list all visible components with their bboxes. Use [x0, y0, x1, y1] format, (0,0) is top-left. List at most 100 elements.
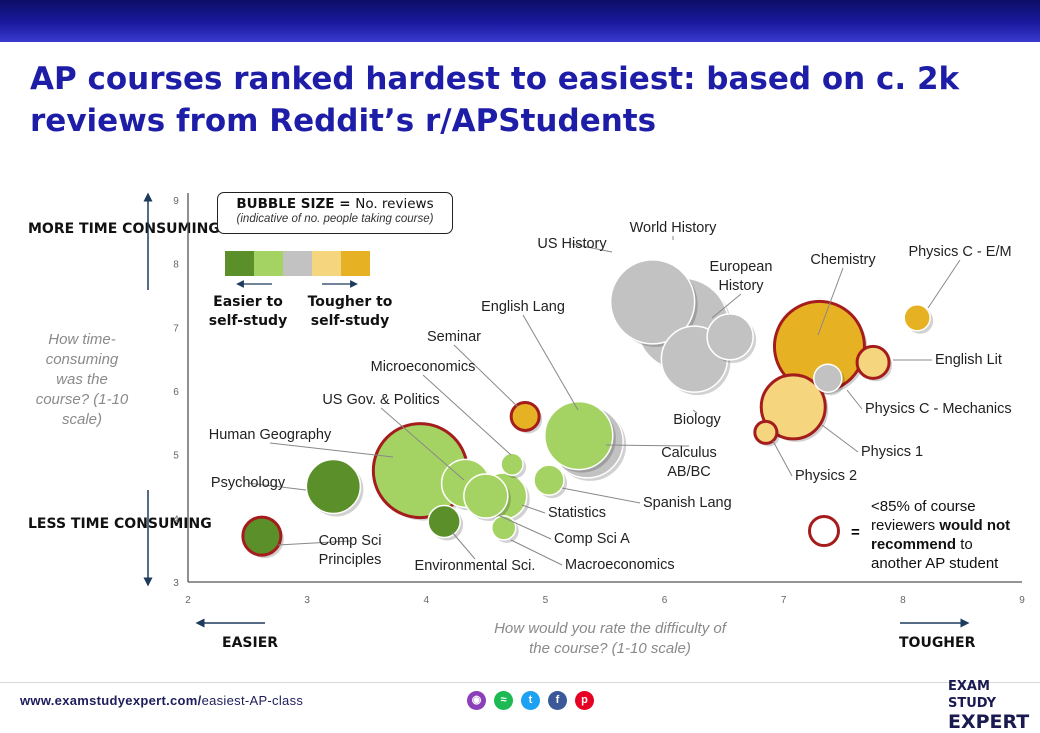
brand-logo: EXAM STUDY EXPERT: [948, 678, 1040, 732]
bubble-label: US Gov. & Politics: [322, 392, 439, 408]
leader-line: [277, 540, 351, 546]
leader-line: [772, 440, 793, 477]
color-swatch: [225, 251, 254, 276]
page-title: AP courses ranked hardest to easiest: ba…: [30, 61, 960, 139]
red-ring-line3: recommend to: [871, 536, 973, 553]
y-tick-label: 4: [173, 514, 179, 525]
red-ring-line4: another AP student: [871, 555, 999, 572]
bubble-european-history: [706, 313, 754, 361]
bubble-size-value: No. reviews: [355, 196, 434, 212]
bubble-label: Chemistry: [810, 252, 876, 268]
leader-line: [522, 314, 579, 411]
leader-line: [451, 531, 476, 560]
leader-line: [453, 344, 519, 408]
bubble-label: Physics C - E/M: [908, 244, 1011, 260]
bubble-label: Physics 1: [861, 444, 923, 460]
bubble-microeconomics: [500, 452, 524, 476]
twitter-icon[interactable]: t: [521, 691, 540, 710]
bubble-environmental-sci-: [427, 504, 461, 539]
x-tick-label: 9: [1019, 595, 1025, 606]
tougher-label: TOUGHER: [899, 635, 976, 651]
bubble-label: Biology: [673, 412, 721, 428]
facebook-icon[interactable]: f: [548, 691, 567, 710]
spotify-icon[interactable]: ≈: [494, 691, 513, 710]
x-tick-label: 6: [662, 595, 668, 606]
equals-sign: =: [851, 524, 860, 541]
leader-line: [561, 487, 641, 504]
color-scale: [225, 251, 370, 276]
podcast-icon[interactable]: ◉: [467, 691, 486, 710]
bubble-label: English Lit: [935, 352, 1002, 368]
bubble-macroeconomics: [490, 515, 517, 541]
leader-line: [510, 539, 563, 566]
bubble-label: Seminar: [427, 329, 481, 345]
leader-line: [247, 482, 307, 491]
y-tick-label: 3: [173, 578, 179, 589]
bubble-comp-sci-a: [463, 473, 509, 519]
leader-line: [497, 514, 552, 540]
website-link[interactable]: www.examstudyexpert.com/easiest-AP-class: [20, 693, 304, 708]
bubble-label: Statistics: [548, 505, 606, 521]
x-tick-label: 4: [424, 595, 430, 606]
footer-divider: [0, 682, 1040, 683]
bubble-spanish-lang: [533, 464, 565, 496]
x-tick-label: 7: [781, 595, 787, 606]
red-ring-line2: reviewers would not: [871, 517, 1011, 534]
x-tick-label: 8: [900, 595, 906, 606]
leader-line: [711, 293, 742, 319]
bubble-label: Spanish Lang: [643, 495, 732, 511]
legend-easier-text: Easier to self-study: [208, 294, 288, 329]
leader-line: [817, 267, 844, 336]
bubble-physics-c-mechanics: [813, 363, 843, 394]
leader-line: [422, 374, 512, 456]
bubble-label: World History: [630, 220, 717, 236]
y-tick-label: 6: [173, 387, 179, 398]
bubble-physics-c-e-m: [903, 304, 931, 332]
bubble-comp-sci-principles: [241, 515, 283, 557]
bubble-size-legend: BUBBLE SIZE = No. reviews (indicative of…: [217, 192, 453, 234]
leader-line: [692, 409, 698, 414]
bubble-psychology: [305, 458, 362, 515]
y-tick-label: 8: [173, 260, 179, 271]
x-tick-label: 3: [304, 595, 310, 606]
leader-line: [571, 243, 613, 253]
bubble-label: Psychology: [211, 475, 286, 491]
bubble-label: Human Geography: [209, 427, 332, 443]
leader-line: [927, 259, 961, 309]
bubble-english-lit: [855, 344, 891, 380]
x-tick-label: 5: [543, 595, 549, 606]
leader-line: [269, 442, 394, 458]
brand-line1: EXAM STUDY: [948, 679, 997, 711]
bubble-seminar: [509, 400, 541, 432]
leader-line: [846, 389, 863, 410]
bubble-label: Physics 2: [795, 468, 857, 484]
bubble-label: Microeconomics: [371, 359, 476, 375]
x-axis-question: How would you rate the difficulty of the…: [494, 620, 726, 657]
bubble-label: US History: [537, 236, 607, 252]
pinterest-icon[interactable]: p: [575, 691, 594, 710]
red-ring-key: [808, 515, 840, 547]
leader-line: [380, 407, 465, 481]
brand-line2: EXPERT: [948, 711, 1030, 733]
leader-line: [821, 424, 859, 453]
bubble-label: English Lang: [481, 299, 565, 315]
color-swatch: [341, 251, 370, 276]
bubble-size-note: (indicative of no. people taking course): [236, 213, 434, 225]
y-tick-label: 9: [173, 196, 179, 207]
leader-line: [605, 444, 690, 447]
bubble-size-key: BUBBLE SIZE =: [236, 196, 356, 212]
bubble-physics-1: [759, 373, 827, 441]
top-banner: [0, 0, 1040, 42]
easier-label: EASIER: [222, 635, 279, 651]
bubble-label: European History: [710, 259, 773, 294]
y-axis-question: How time-consuming was the course? (1-10…: [35, 331, 129, 428]
y-tick-label: 5: [173, 451, 179, 462]
leader-line: [521, 504, 546, 514]
bubble-label: Physics C - Mechanics: [865, 401, 1012, 417]
y-tick-label: 7: [173, 323, 179, 334]
color-swatch: [283, 251, 312, 276]
x-tick-label: 2: [185, 595, 191, 606]
color-swatch: [312, 251, 341, 276]
red-ring-explanation: <85% of course reviewers would not recom…: [871, 497, 1010, 573]
